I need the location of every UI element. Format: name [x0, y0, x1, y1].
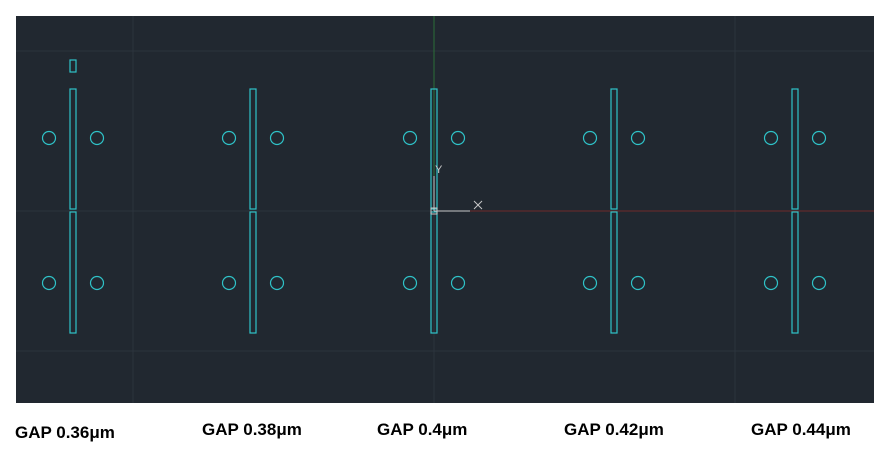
grid-lines: [16, 16, 874, 403]
pad-circle[interactable]: [630, 275, 646, 291]
pad-circle[interactable]: [582, 275, 598, 291]
pad-circle[interactable]: [41, 130, 57, 146]
vertical-bar-top[interactable]: [610, 88, 618, 210]
pad-circle[interactable]: [41, 275, 57, 291]
structure-0[interactable]: [41, 88, 105, 334]
vertical-bar-bottom[interactable]: [791, 211, 799, 334]
ucs-y-label: Y: [435, 164, 443, 176]
pad-circle[interactable]: [582, 130, 598, 146]
pad-circle[interactable]: [450, 275, 466, 291]
pad-circle[interactable]: [269, 130, 285, 146]
ucs-x-cross: [473, 200, 483, 210]
pad-circle[interactable]: [450, 130, 466, 146]
vertical-bar-bottom[interactable]: [430, 211, 438, 334]
pad-circle[interactable]: [89, 130, 105, 146]
small-marker-rect[interactable]: [69, 59, 77, 73]
pad-circle[interactable]: [630, 130, 646, 146]
cad-drawing-canvas[interactable]: Y: [16, 16, 874, 403]
ucs-origin-box: [430, 207, 438, 215]
cad-drawing[interactable]: Y: [16, 16, 874, 403]
structure-1[interactable]: [221, 88, 285, 334]
structure-3[interactable]: [582, 88, 646, 334]
pad-circle[interactable]: [402, 275, 418, 291]
pad-circle[interactable]: [221, 130, 237, 146]
vertical-bar-bottom[interactable]: [249, 211, 257, 334]
structure-4[interactable]: [763, 88, 827, 334]
ucs-icon: Y: [430, 164, 483, 215]
vertical-bar-bottom[interactable]: [69, 211, 77, 334]
pad-circle[interactable]: [402, 130, 418, 146]
pad-circle[interactable]: [763, 275, 779, 291]
pad-circle[interactable]: [763, 130, 779, 146]
gap-label-3: GAP 0.42μm: [564, 420, 664, 439]
gap-label-1: GAP 0.38μm: [202, 420, 302, 439]
gap-label-0: GAP 0.36μm: [15, 423, 115, 442]
pad-circle[interactable]: [221, 275, 237, 291]
vertical-bar-top[interactable]: [249, 88, 257, 210]
pad-circle[interactable]: [89, 275, 105, 291]
vertical-bar-top[interactable]: [69, 88, 77, 210]
vertical-bar-bottom[interactable]: [610, 211, 618, 334]
pad-circle[interactable]: [811, 130, 827, 146]
gap-label-4: GAP 0.44μm: [751, 420, 851, 439]
pad-circle[interactable]: [811, 275, 827, 291]
pad-circle[interactable]: [269, 275, 285, 291]
vertical-bar-top[interactable]: [791, 88, 799, 210]
gap-label-2: GAP 0.4μm: [377, 420, 468, 439]
structures-layer: [41, 88, 827, 334]
